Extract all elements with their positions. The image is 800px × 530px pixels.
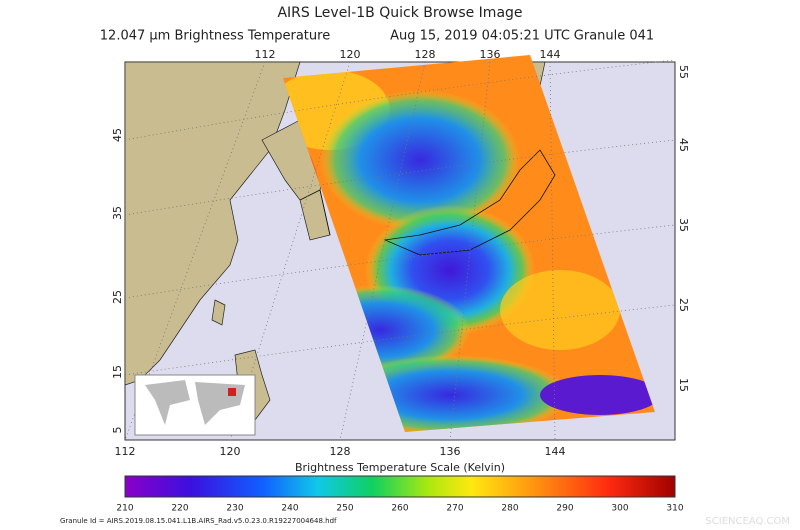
latitude-label: 15	[677, 378, 690, 392]
coastline-overlay	[299, 149, 556, 256]
longitude-label: 120	[220, 445, 241, 458]
colorbar	[124, 475, 676, 498]
granule-id: Granule Id = AIRS.2019.08.15.041.L1B.AIR…	[60, 517, 337, 525]
longitude-label: 112	[115, 445, 136, 458]
colorbar-title: Brightness Temperature Scale (Kelvin)	[295, 461, 505, 474]
watermark: SCIENCEAQ.COM	[705, 516, 790, 527]
colorbar-tick-label: 220	[171, 504, 188, 514]
colorbar-tick-label: 210	[116, 504, 133, 514]
subtitle-time: Aug 15, 2019 04:05:21 UTC	[390, 29, 570, 44]
longitude-label: 136	[480, 48, 501, 61]
latitude-label: 35	[111, 206, 124, 220]
colorbar-tick-label: 260	[391, 504, 408, 514]
longitude-label: 112	[255, 48, 276, 61]
latitude-label: 5	[111, 427, 124, 434]
colorbar-tick-label: 290	[556, 504, 573, 514]
world-inset	[134, 374, 256, 436]
latitude-label: 35	[677, 218, 690, 232]
latitude-label: 55	[677, 65, 690, 79]
colorbar-tick-label: 280	[501, 504, 518, 514]
longitude-label: 128	[330, 445, 351, 458]
graticule	[124, 59, 676, 441]
longitude-label: 144	[545, 445, 566, 458]
colorbar-tick-label: 300	[611, 504, 628, 514]
colorbar-tick-label: 230	[226, 504, 243, 514]
longitude-label: 120	[340, 48, 361, 61]
latitude-label: 15	[111, 365, 124, 379]
colorbar-tick-label: 240	[281, 504, 298, 514]
title: AIRS Level-1B Quick Browse Image	[277, 5, 522, 21]
subtitle-granule: Granule 041	[574, 29, 654, 44]
colorbar-tick-label: 250	[336, 504, 353, 514]
subtitle-band: 12.047 μm Brightness Temperature	[100, 29, 330, 44]
colorbar-tick-label: 310	[666, 504, 683, 514]
longitude-label: 136	[440, 445, 461, 458]
colorbar-tick-label: 270	[446, 504, 463, 514]
latitude-label: 25	[111, 290, 124, 304]
longitude-label: 144	[540, 48, 561, 61]
latitude-label: 45	[111, 128, 124, 142]
latitude-label: 25	[677, 298, 690, 312]
latitude-label: 45	[677, 138, 690, 152]
longitude-label: 128	[415, 48, 436, 61]
